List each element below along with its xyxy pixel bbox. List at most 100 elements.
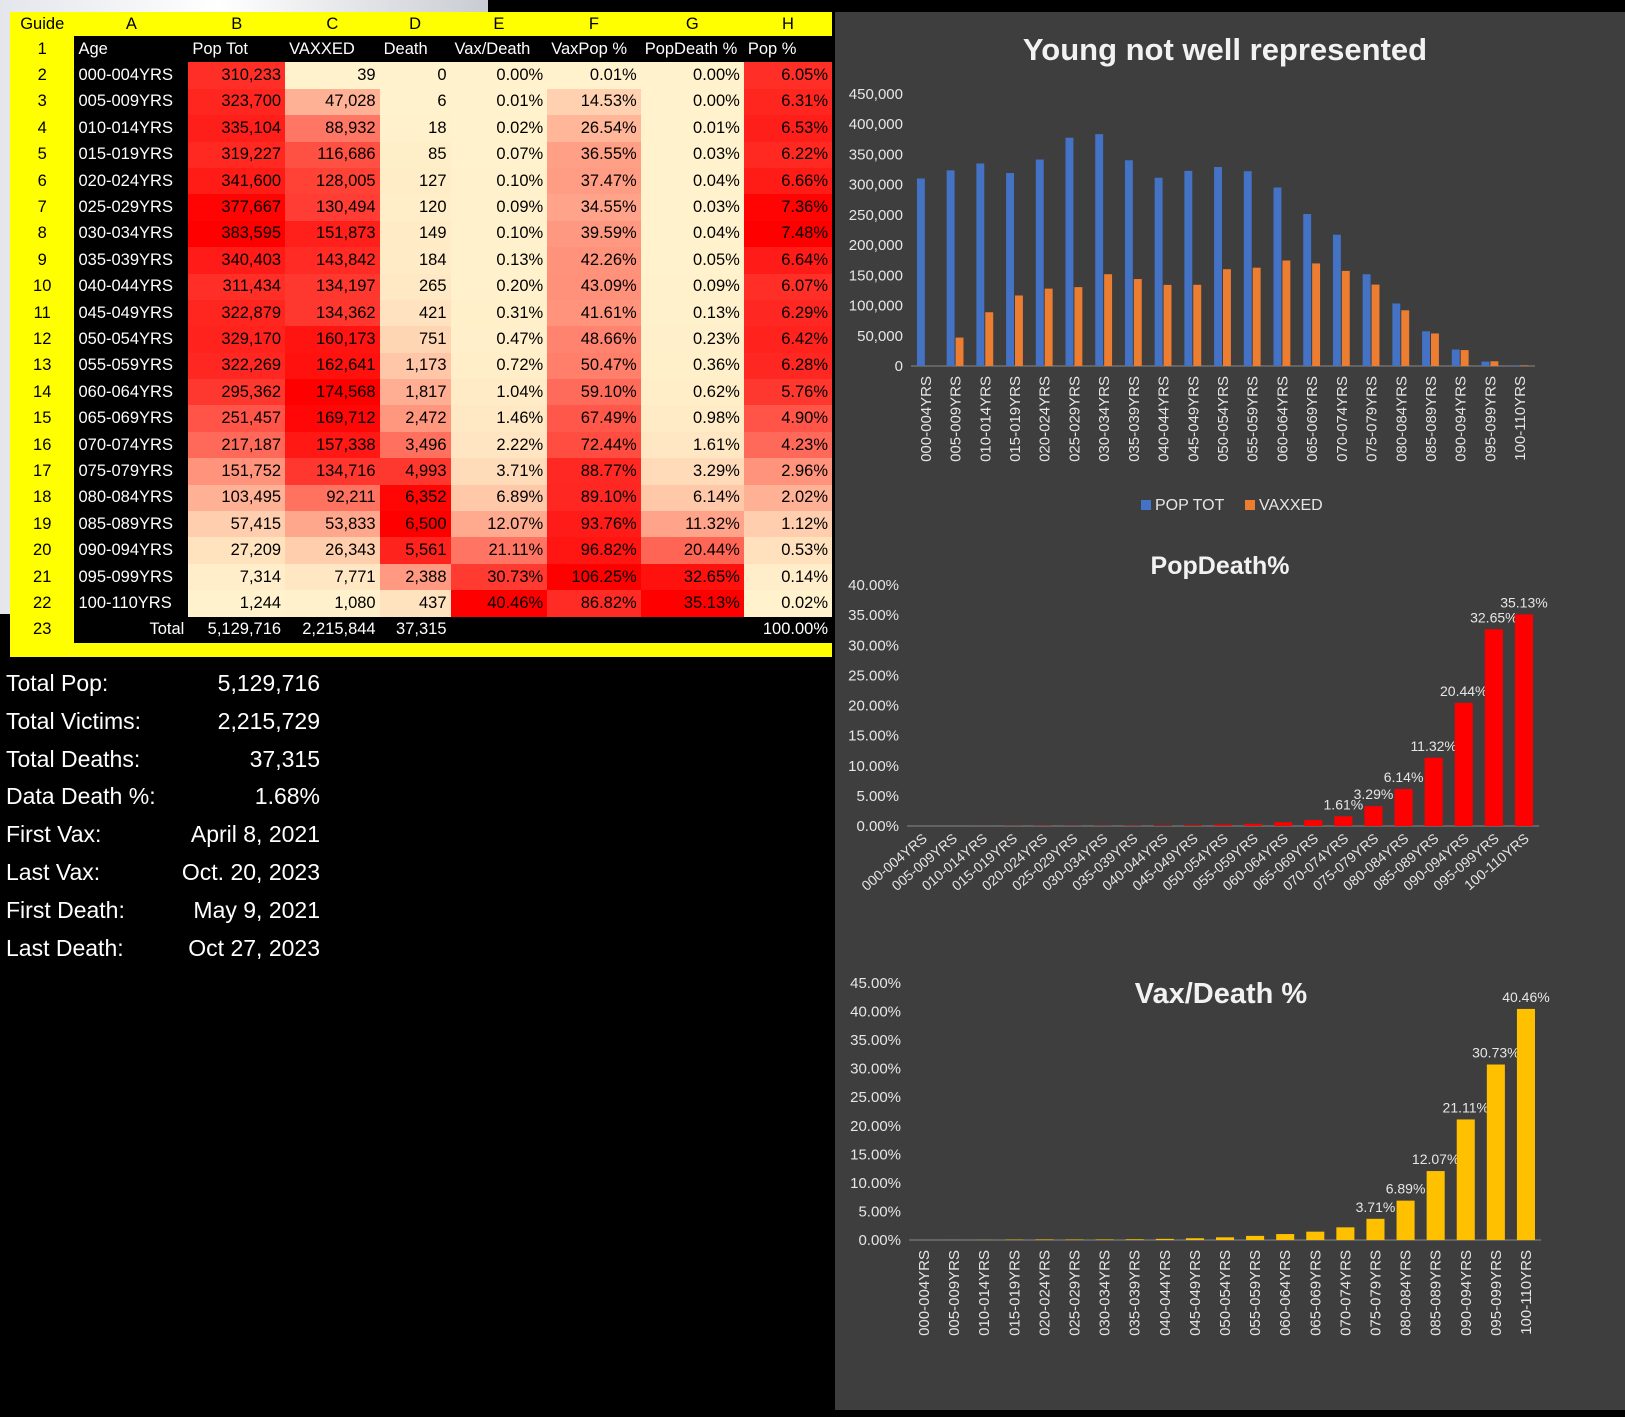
table-cell: 751 <box>379 326 451 353</box>
table-cell: 322,879 <box>188 299 286 327</box>
table-cell: 143,842 <box>285 247 380 274</box>
table-cell: 7,771 <box>285 563 380 591</box>
row-number: 17 <box>10 458 75 485</box>
table-cell: 26,343 <box>285 537 380 564</box>
summary-row: First Vax: April 8, 2021 <box>6 817 326 855</box>
table-cell: 5.76% <box>743 379 832 406</box>
bar <box>1460 350 1469 366</box>
x-tick-label: 060-064YRS <box>1277 1250 1294 1336</box>
row-number: 4 <box>10 115 75 142</box>
total-cell <box>450 616 548 643</box>
row-number: 3 <box>10 88 75 116</box>
table-cell: 5,561 <box>379 537 451 564</box>
pop-vaxxed-chart: Young not well represented 0 50,000 100,000… <box>849 32 1535 514</box>
table-cell: 0.03% <box>640 194 744 221</box>
table-cell: 41.61% <box>547 299 641 327</box>
table-cell: 85 <box>379 141 451 168</box>
table-row: 3 005-009YRS 323,700 47,028 6 0.01% 14.53% 0.00… <box>10 88 832 116</box>
table-cell: 7.48% <box>743 220 832 248</box>
total-cell <box>640 616 744 643</box>
column-letter: A <box>74 12 189 36</box>
data-label: 6.89% <box>1386 1181 1426 1197</box>
summary-row: Data Death %: 1.68% <box>6 779 326 817</box>
column-header: Pop Tot <box>188 36 286 63</box>
x-tick-label: 100-110YRS <box>1518 1250 1535 1335</box>
table-cell: 0.07% <box>450 141 548 168</box>
x-tick-label: 075-079YRS <box>1367 1250 1384 1336</box>
table-cell: 6.22% <box>743 141 832 168</box>
bar <box>1401 310 1410 366</box>
age-cell: 025-029YRS <box>74 194 189 221</box>
x-tick-label: 085-089YRS <box>1428 1250 1445 1336</box>
age-cell: 080-084YRS <box>74 484 189 512</box>
x-tick-label: 040-044YRS <box>1157 1250 1174 1336</box>
row-number: 8 <box>10 220 75 248</box>
table-cell: 0 <box>379 62 451 89</box>
bar <box>1422 331 1430 366</box>
table-cell: 0.23% <box>640 326 744 353</box>
bar <box>1312 263 1321 366</box>
row-number: 16 <box>10 431 75 459</box>
table-cell: 0.53% <box>743 537 832 564</box>
bar <box>1486 1064 1505 1240</box>
x-tick-label: 020-024YRS <box>1037 376 1054 462</box>
chart-title: Vax/Death % <box>1135 978 1308 1010</box>
summary-value: April 8, 2021 <box>190 821 320 848</box>
summary-row: Last Death: Oct 27, 2023 <box>6 931 326 969</box>
data-label: 6.14% <box>1384 769 1424 785</box>
table-cell: 48.66% <box>547 326 641 353</box>
table-cell: 127 <box>379 167 451 195</box>
x-tick-label: 090-094YRS <box>1458 1250 1475 1336</box>
table-cell: 174,568 <box>285 379 380 406</box>
bar <box>1364 806 1383 826</box>
bar <box>1336 1227 1355 1240</box>
row-number: 15 <box>10 405 75 432</box>
table-cell: 103,495 <box>188 484 286 512</box>
age-cell: 015-019YRS <box>74 141 189 168</box>
row-number: 11 <box>10 299 75 327</box>
bar <box>1065 1239 1084 1240</box>
table-row: 5 015-019YRS 319,227 116,686 85 0.07% 36.55% 0.… <box>10 141 832 168</box>
bar <box>1124 160 1133 366</box>
table-cell: 319,227 <box>188 141 286 168</box>
table-cell: 437 <box>379 590 451 617</box>
y-tick-label: 20.00% <box>848 698 899 715</box>
x-tick-label: 070-074YRS <box>1337 1250 1354 1336</box>
x-tick-label: 055-059YRS <box>1247 1250 1264 1336</box>
column-letter: B <box>188 12 286 36</box>
column-letter: H <box>743 12 832 36</box>
age-cell: 035-039YRS <box>74 247 189 274</box>
table-cell: 383,595 <box>188 220 286 248</box>
y-tick-label: 15.00% <box>850 1146 901 1163</box>
guide-label: Guide <box>10 12 75 36</box>
x-tick-label: 050-054YRS <box>1217 1250 1234 1336</box>
x-tick-label: 080-084YRS <box>1398 1250 1415 1336</box>
table-cell: 0.10% <box>450 167 548 195</box>
bar <box>1394 789 1413 826</box>
summary-value: 37,315 <box>249 745 320 772</box>
table-cell: 0.62% <box>640 379 744 406</box>
table-cell: 40.46% <box>450 590 548 617</box>
summary-row: Last Vax: Oct. 20, 2023 <box>6 855 326 893</box>
table-row: 4 010-014YRS 335,104 88,932 18 0.02% 26.54% 0.0… <box>10 115 832 142</box>
table-row: 6 020-024YRS 341,600 128,005 127 0.10% 37.47% 0… <box>10 167 832 195</box>
bar <box>1366 1218 1385 1240</box>
table-cell: 130,494 <box>285 194 380 221</box>
table-row: 20 090-094YRS 27,209 26,343 5,561 21.11% 96.82… <box>10 537 832 564</box>
x-tick-label: 045-049YRS <box>1185 376 1202 462</box>
y-tick-label: 400,000 <box>849 116 903 133</box>
table-cell: 32.65% <box>640 563 744 591</box>
table-cell: 0.00% <box>450 62 548 89</box>
table-cell: 21.11% <box>450 537 548 564</box>
y-tick-label: 100,000 <box>849 298 903 315</box>
summary-label: Last Death: <box>6 934 124 961</box>
table-cell: 0.04% <box>640 220 744 248</box>
table-cell: 377,667 <box>188 194 286 221</box>
x-tick-label: 095-099YRS <box>1482 376 1499 462</box>
column-letter: D <box>379 12 451 36</box>
bar <box>1133 279 1142 366</box>
y-tick-label: 35.00% <box>848 607 899 624</box>
table-cell: 88.77% <box>547 458 641 485</box>
bar <box>1183 825 1202 826</box>
summary-label: Last Vax: <box>6 858 101 885</box>
